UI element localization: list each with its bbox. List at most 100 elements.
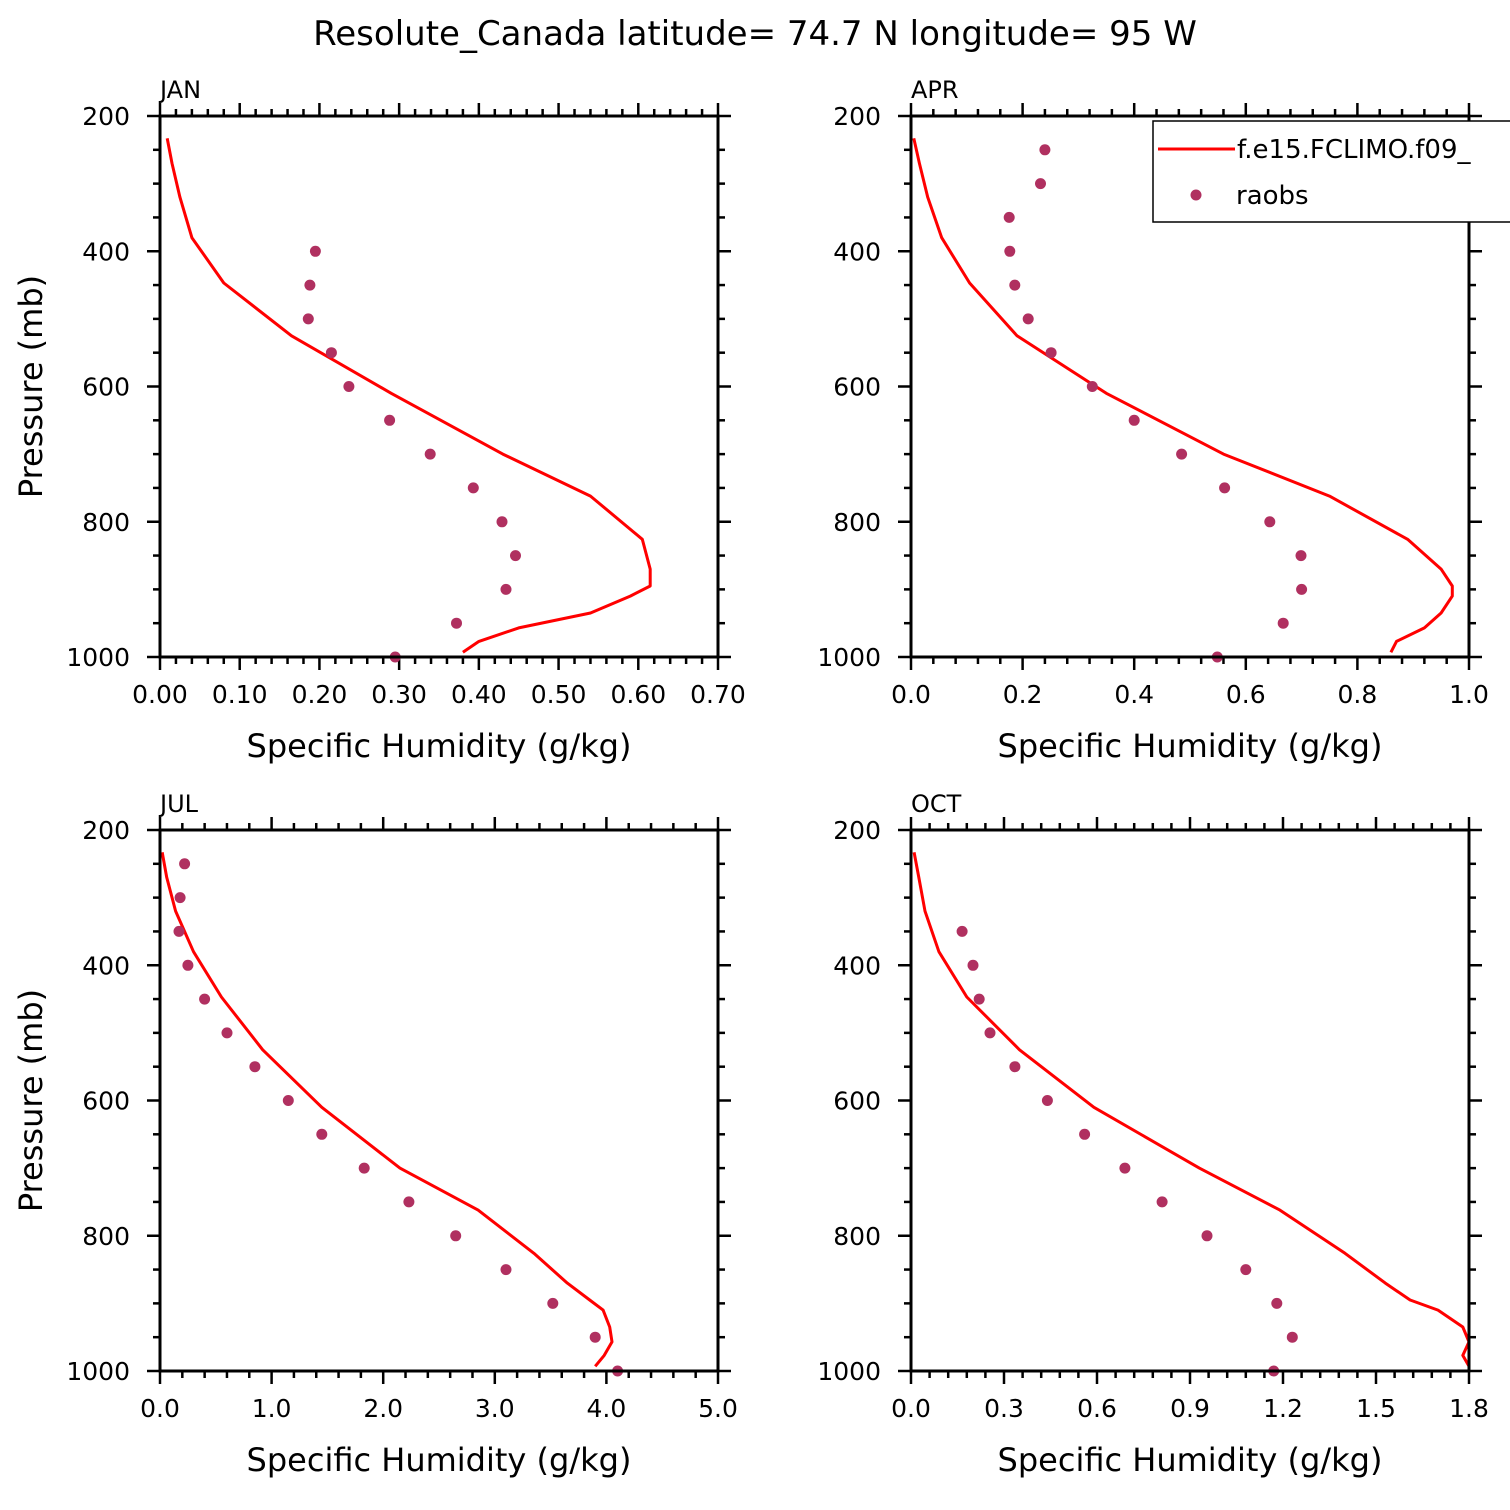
legend-obs-swatch (1190, 189, 1202, 201)
panels-group: JAN 0.00 0.10 0.20 0.30 0.40 0.50 0.60 0.70 200 40… (12, 76, 1489, 1479)
y-tick-label: 600 (833, 1087, 881, 1116)
raobs-point (343, 381, 355, 392)
raobs-point (589, 1331, 601, 1343)
y-axis-title-jul: Pressure (mb) (12, 989, 50, 1212)
raobs-point (1045, 347, 1057, 359)
plot-frame-jul (158, 828, 720, 1373)
raobs-point (967, 959, 979, 971)
plot-frame-oct (909, 828, 1471, 1373)
raobs-point (182, 959, 194, 971)
raobs-point (1296, 583, 1308, 595)
raobs-point (1176, 448, 1188, 460)
x-tick-label: 0.70 (690, 680, 746, 709)
panel-label-jan: JAN (158, 76, 201, 104)
panel-jul: JUL 0.0 1.0 2.0 3.0 4.0 5.0 200 400 600 800 1000 Spe… (12, 790, 738, 1479)
raobs-point (1264, 516, 1276, 528)
raobs-point (973, 993, 985, 1005)
x-tick-label: 0.4 (1114, 680, 1154, 709)
x-tick-label: 0.60 (610, 680, 666, 709)
raobs-point (358, 1162, 370, 1174)
x-tick-label: 1.0 (252, 1394, 292, 1423)
raobs-point (451, 617, 462, 629)
ticks-jul (147, 817, 731, 1384)
x-tick-label: 0.20 (292, 680, 348, 709)
raobs-point (282, 1095, 294, 1106)
raobs-point (384, 414, 396, 426)
raobs-point (1156, 1196, 1168, 1208)
raobs-point (221, 1027, 233, 1039)
raobs-points-jul (173, 858, 624, 1377)
y-tick-label: 800 (82, 1222, 130, 1251)
raobs-point (500, 1264, 512, 1276)
y-axis-title-jan: Pressure (mb) (12, 275, 50, 498)
raobs-point (956, 925, 968, 937)
raobs-point (1128, 414, 1140, 426)
raobs-point (173, 925, 185, 937)
x-tick-label: 1.0 (1449, 680, 1489, 709)
x-tick-label: 0.30 (371, 680, 427, 709)
x-tick-label: 0.9 (1170, 1394, 1210, 1423)
raobs-point (1041, 1095, 1053, 1106)
x-tick-label: 4.0 (587, 1394, 627, 1423)
x-axis-title-oct: Specific Humidity (g/kg) (998, 1441, 1383, 1479)
panel-jan: JAN 0.00 0.10 0.20 0.30 0.40 0.50 0.60 0.70 200 40… (12, 76, 746, 765)
y-tick-label: 200 (82, 816, 130, 845)
y-tick-label: 200 (82, 102, 130, 131)
raobs-point (510, 550, 521, 562)
x-tick-label: 0.8 (1338, 680, 1378, 709)
raobs-point (450, 1230, 462, 1242)
y-tick-label: 800 (833, 508, 881, 537)
raobs-point (984, 1027, 996, 1039)
raobs-points-apr (1003, 144, 1308, 663)
raobs-point (1079, 1128, 1091, 1140)
x-tick-label: 0.0 (891, 1394, 931, 1423)
figure-title: Resolute_Canada latitude= 74.7 N longitu… (313, 14, 1197, 54)
x-tick-label: 0.0 (891, 680, 931, 709)
x-tick-label: 1.2 (1263, 1394, 1303, 1423)
model-line-oct (912, 852, 1471, 1368)
raobs-point (1271, 1297, 1283, 1309)
raobs-point (1240, 1264, 1252, 1276)
y-tick-label: 400 (82, 237, 130, 266)
x-tick-label: 0.6 (1226, 680, 1266, 709)
raobs-point (1009, 1061, 1021, 1073)
model-line-jan (165, 138, 652, 654)
y-tick-label: 800 (833, 1222, 881, 1251)
x-tick-label: 5.0 (698, 1394, 738, 1423)
x-tick-label: 0.40 (451, 680, 507, 709)
raobs-point (249, 1061, 261, 1073)
y-tick-label: 400 (833, 237, 881, 266)
y-tick-label: 1000 (817, 1357, 881, 1386)
raobs-point (316, 1128, 328, 1140)
legend-obs-label: raobs (1236, 181, 1309, 211)
y-tick-label: 800 (82, 508, 130, 537)
panel-oct: OCT 0.0 0.3 0.6 0.9 1.2 1.5 1.8 200 400 600 800 1000… (817, 790, 1489, 1479)
x-tick-label: 0.00 (132, 680, 188, 709)
x-tick-label: 0.6 (1077, 1394, 1117, 1423)
raobs-points-jan (302, 245, 521, 663)
raobs-point (1022, 313, 1034, 325)
y-tick-label: 600 (82, 1087, 130, 1116)
plot-frame-apr (909, 114, 1471, 659)
raobs-point (302, 313, 314, 325)
x-tick-label: 0.2 (1003, 680, 1043, 709)
plot-frame-jan (158, 114, 720, 659)
raobs-point (403, 1196, 415, 1208)
panel-label-jul: JUL (158, 790, 199, 818)
x-tick-label: 2.0 (363, 1394, 403, 1423)
raobs-point (1035, 178, 1046, 190)
y-tick-label: 200 (833, 816, 881, 845)
y-tick-label: 1000 (66, 1357, 130, 1386)
y-tick-label: 200 (833, 102, 881, 131)
raobs-point (309, 245, 321, 257)
y-tick-label: 400 (833, 951, 881, 980)
raobs-point (1295, 550, 1307, 562)
raobs-point (1277, 617, 1289, 629)
y-tick-label: 400 (82, 951, 130, 980)
raobs-point (496, 516, 508, 528)
x-axis-title-jan: Specific Humidity (g/kg) (247, 727, 632, 765)
raobs-point (199, 993, 211, 1005)
raobs-point (424, 448, 436, 460)
legend-model-label: f.e15.FCLIMO.f09_ (1237, 135, 1471, 165)
